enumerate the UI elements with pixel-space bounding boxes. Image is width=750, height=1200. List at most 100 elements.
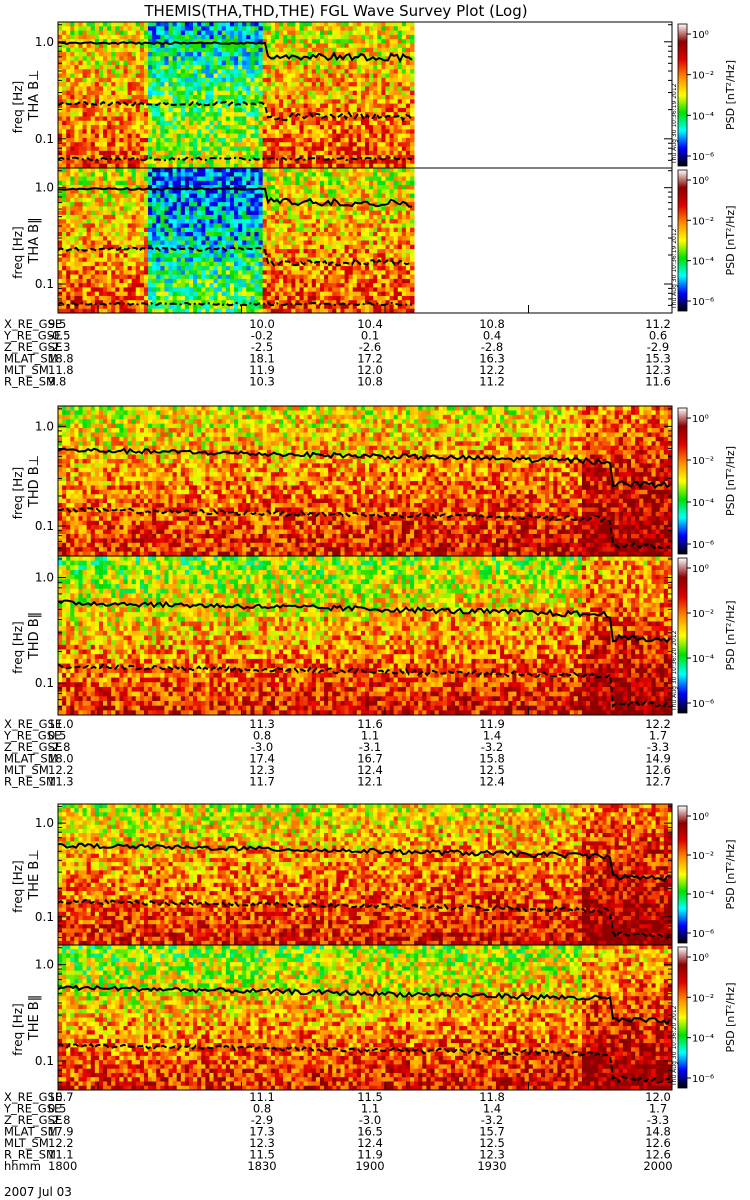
spectrogram-cell (188, 107, 194, 113)
spectrogram-cell (205, 142, 210, 147)
spectrogram-cell (143, 206, 149, 212)
spectrogram-cell (324, 30, 329, 36)
spectrogram-cell (103, 244, 108, 250)
spectrogram-cell (98, 150, 104, 156)
spectrogram-cell (209, 231, 214, 237)
spectrogram-cell (139, 274, 145, 280)
spectrogram-cell (98, 90, 104, 96)
spectrogram-cell (123, 82, 128, 87)
spectrogram-cell (258, 137, 264, 143)
spectrogram-cell (184, 60, 190, 66)
spectrogram-cell (311, 163, 317, 169)
spectrogram-cell (295, 34, 300, 40)
spectrogram-cell (103, 240, 108, 246)
spectrogram-cell (168, 60, 174, 66)
spectrogram-cell (90, 103, 96, 109)
spectrogram-cell (98, 274, 104, 280)
spectrogram-cell (115, 52, 120, 57)
spectrogram-cell (213, 34, 219, 40)
spectrogram-cell (152, 125, 157, 130)
spectrogram-cell (86, 103, 92, 109)
spectrogram-cell (139, 47, 145, 53)
spectrogram-cell (283, 90, 288, 96)
spectrogram-cell (254, 270, 259, 276)
spectrogram-cell (70, 202, 75, 207)
spectrogram-cell (74, 180, 79, 186)
spectrogram-cell (160, 112, 165, 117)
spectrogram-cell (184, 185, 190, 190)
spectrogram-cell (229, 206, 235, 212)
spectrogram-cell (127, 69, 133, 74)
spectrogram-cell (180, 86, 186, 92)
spectrogram-cell (250, 304, 255, 310)
spectrogram-cell (131, 26, 137, 31)
spectrogram-cell (238, 210, 243, 216)
spectrogram-cell (262, 227, 268, 233)
spectrogram-cell (401, 133, 407, 139)
spectrogram-cell (180, 227, 186, 233)
spectrogram-cell (270, 103, 276, 109)
spectrogram-cell (242, 43, 247, 49)
spectrogram-cell (221, 244, 227, 250)
y-tick-label: 1.0 (35, 35, 54, 49)
spectrogram-cell (348, 142, 354, 147)
spectrogram-cell (201, 172, 206, 177)
spectrogram-cell (328, 159, 333, 165)
spectrogram-cell (393, 103, 399, 109)
spectrogram-cell (143, 150, 149, 156)
spectrogram-cell (369, 22, 374, 27)
spectrogram-cell (242, 112, 247, 117)
spectrogram-cell (164, 103, 169, 109)
spectrogram-cell (389, 90, 395, 96)
spectrogram-cell (229, 107, 235, 113)
spectrogram-cell (225, 168, 231, 173)
spectrogram-cell (217, 26, 223, 31)
spectrogram-cell (58, 291, 63, 297)
spectrogram-cell (184, 168, 190, 173)
spectrogram-cell (307, 163, 313, 169)
spectrogram-cell (123, 266, 128, 271)
spectrogram-cell (90, 142, 96, 147)
spectrogram-cell (234, 206, 239, 212)
spectrogram-cell (156, 137, 161, 143)
spectrogram-cell (176, 73, 182, 79)
spectrogram-cell (225, 137, 231, 143)
spectrogram-cell (225, 308, 231, 314)
spectrogram-cell (74, 133, 79, 139)
spectrogram-cell (115, 244, 120, 250)
spectrogram-cell (127, 125, 133, 130)
spectrogram-cell (336, 43, 341, 49)
spectrogram-cell (365, 77, 370, 83)
spectrogram-cell (139, 197, 145, 203)
spectrogram-cell (107, 219, 112, 224)
spectrogram-cell (332, 22, 337, 27)
spectrogram-cell (319, 39, 325, 44)
spectrogram-cell (283, 77, 288, 83)
spectrogram-cell (197, 129, 202, 135)
spectrogram-cell (279, 210, 284, 216)
spectrogram-cell (78, 120, 83, 126)
spectrogram-cell (274, 142, 280, 147)
spectrogram-cell (209, 240, 214, 246)
spectrogram-cell (365, 142, 370, 147)
spectrogram-cell (250, 150, 255, 156)
spectrogram-cell (135, 56, 141, 62)
spectrogram-cell (258, 142, 264, 147)
spectrogram-cell (262, 60, 268, 66)
spectrogram-cell (74, 26, 79, 31)
spectrogram-cell (258, 214, 264, 220)
spectrogram-cell (131, 47, 137, 53)
spectrogram-cell (250, 69, 255, 74)
spectrogram-cell (393, 146, 399, 152)
spectrogram-cell (324, 137, 329, 143)
spectrogram-cell (193, 39, 198, 44)
spectrogram-cell (389, 129, 395, 135)
spectrogram-cell (315, 103, 321, 109)
spectrogram-cell (287, 150, 292, 156)
spectrogram-cell (94, 185, 100, 190)
spectrogram-cell (82, 52, 88, 57)
spectrogram-cell (168, 47, 174, 53)
spectrogram-cell (78, 103, 83, 109)
spectrogram-cell (274, 223, 280, 229)
spectrogram-cell (262, 308, 268, 314)
